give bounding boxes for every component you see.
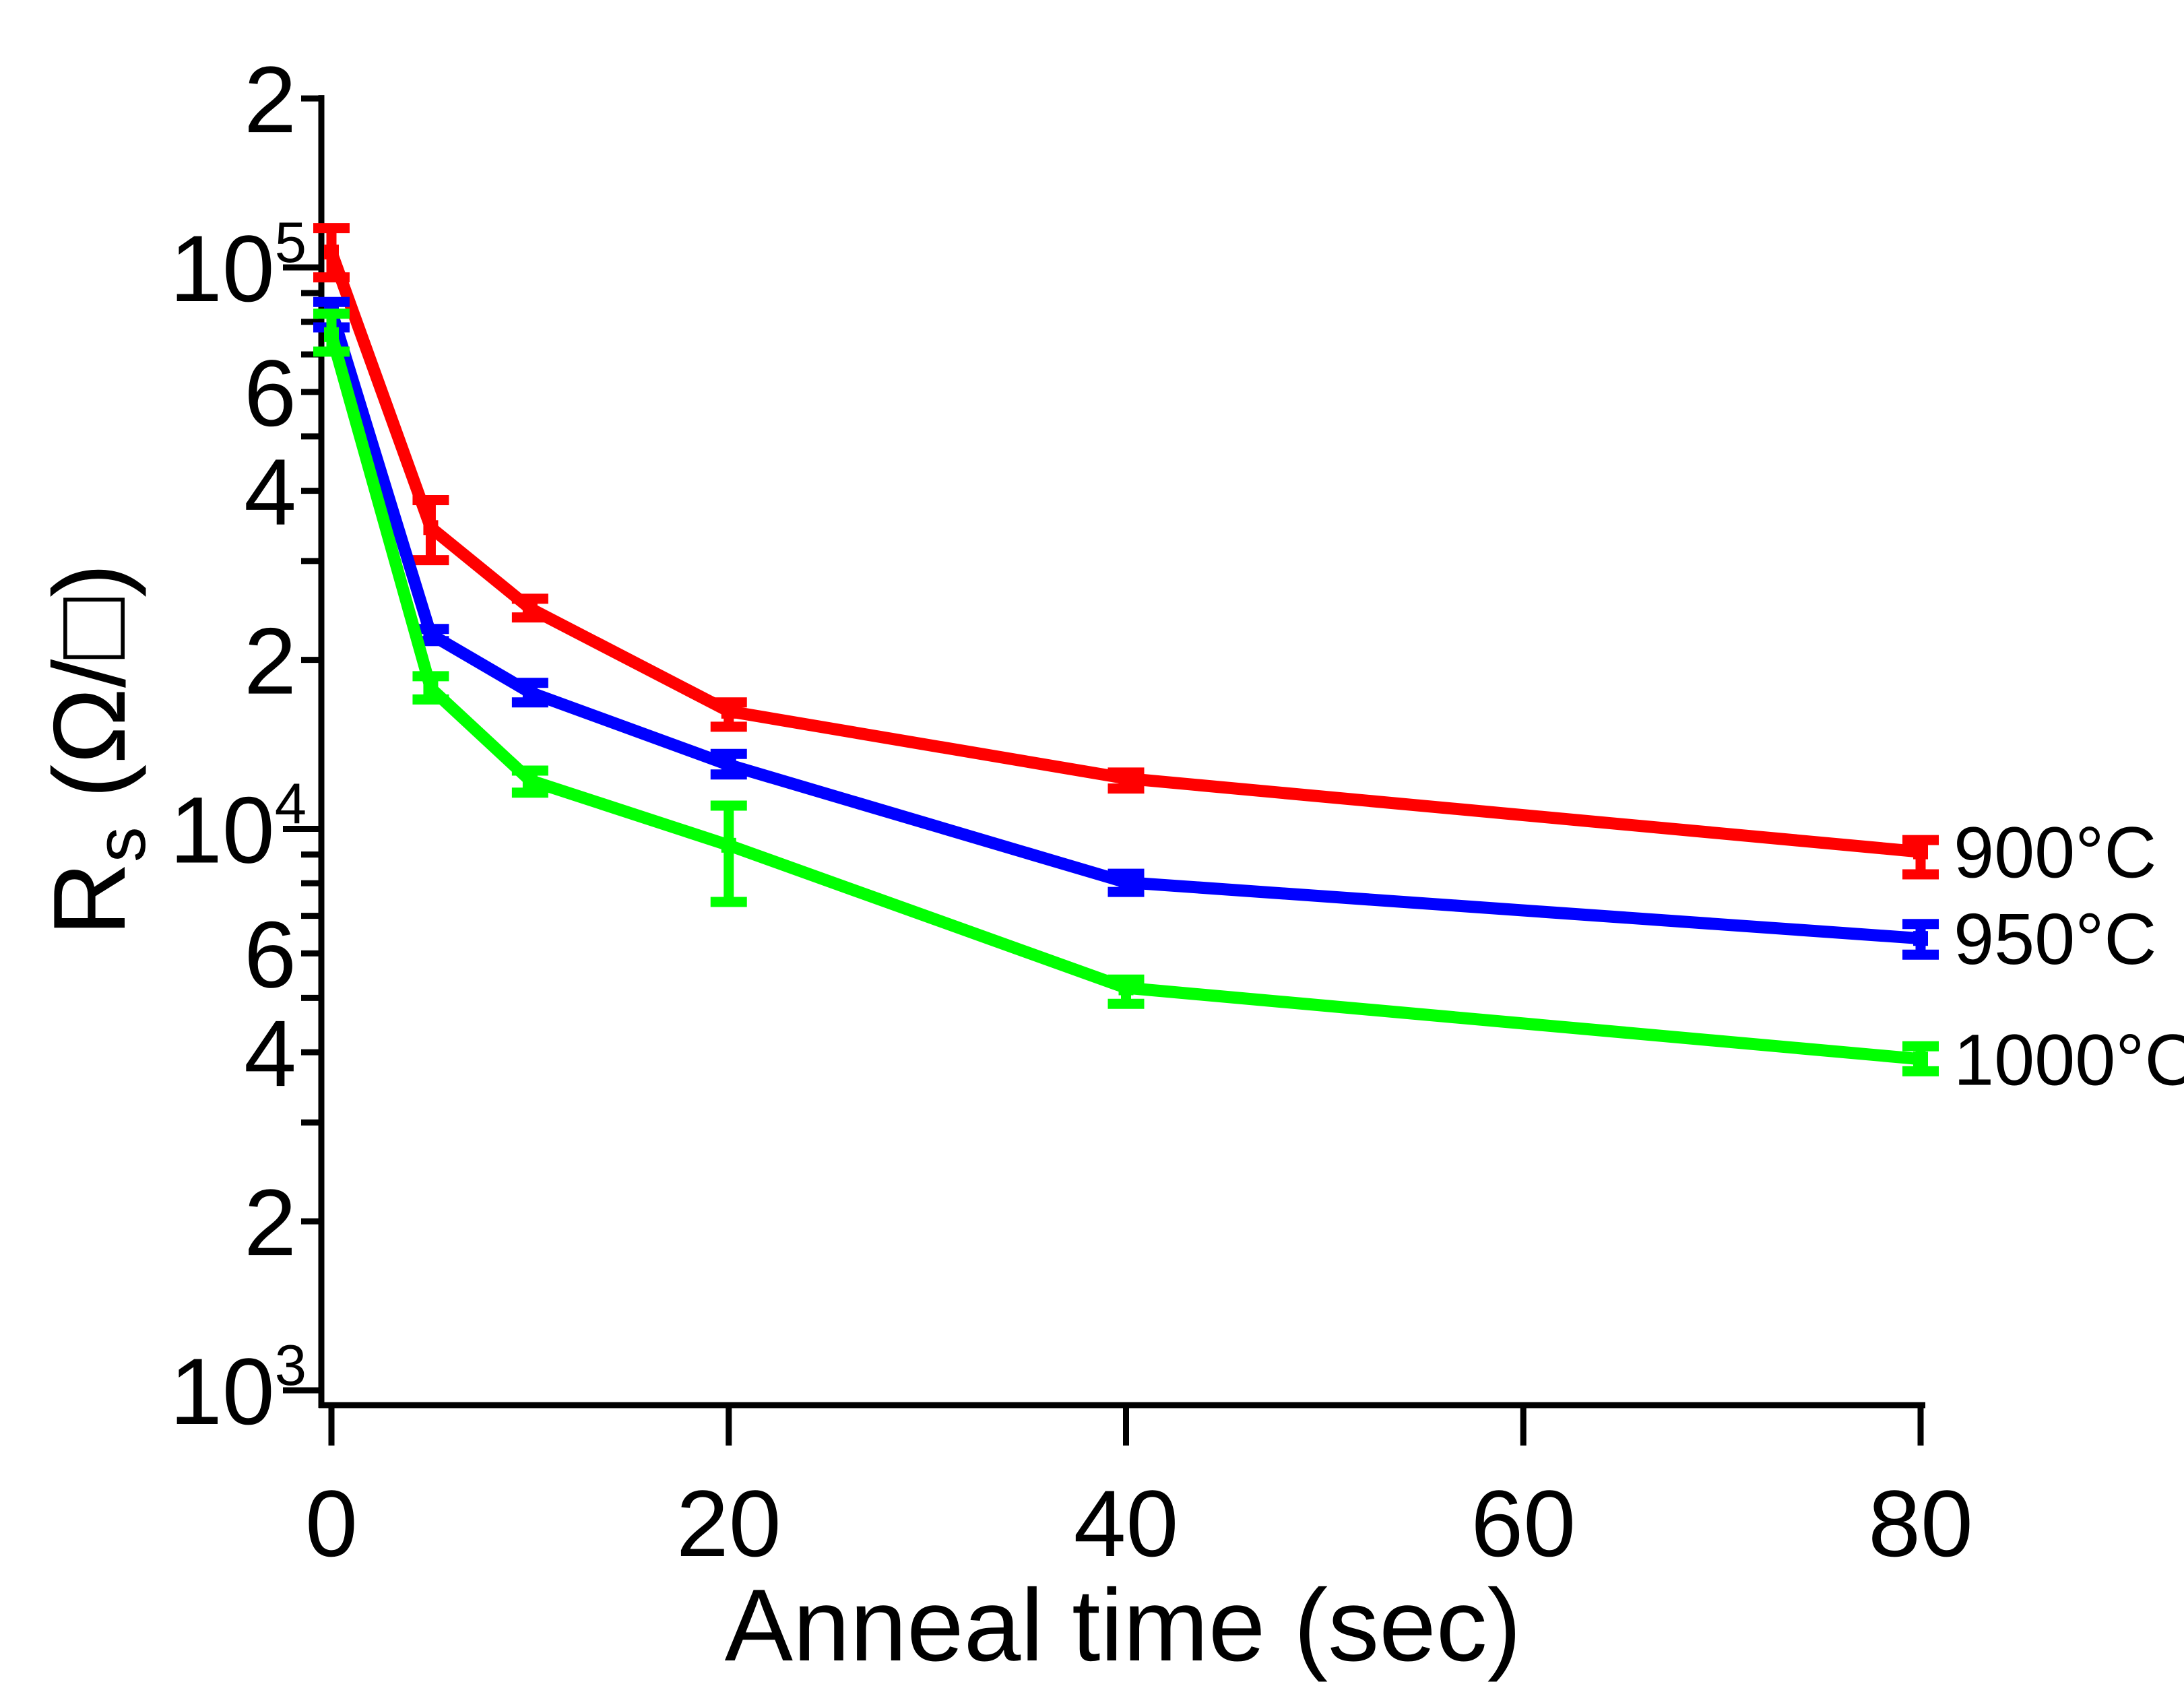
legend-label-950°C: 950°C: [1954, 898, 2156, 979]
y-minor-tick-label: 6: [244, 340, 296, 446]
data-point-marker: [423, 680, 439, 696]
data-point-marker: [721, 757, 736, 773]
y-minor-tick-label: 2: [244, 1169, 296, 1275]
x-tick-label: 60: [1471, 1470, 1576, 1576]
data-point-marker: [423, 520, 439, 536]
y-major-tick-label: 105: [170, 211, 307, 321]
data-point-marker: [1913, 844, 1928, 860]
data-point-marker: [721, 703, 736, 719]
data-point-marker: [721, 837, 736, 853]
y-major-tick-label: 104: [170, 773, 307, 883]
data-point-marker: [1118, 980, 1134, 996]
y-minor-tick-label: 2: [244, 608, 296, 714]
series-line-900°C: [325, 250, 1921, 858]
x-tick-label: 80: [1868, 1470, 1973, 1576]
legend-label-1000°C: 1000°C: [1954, 1018, 2184, 1100]
data-point-marker: [1118, 771, 1134, 786]
data-point-marker: [522, 773, 538, 788]
legend-label-900°C: 900°C: [1954, 812, 2156, 893]
series-line-950°C: [325, 309, 1921, 945]
y-minor-tick-label: 2: [244, 46, 296, 152]
data-point-marker: [1118, 874, 1134, 890]
x-tick-label: 0: [305, 1470, 358, 1576]
series-line-1000°C: [325, 333, 1921, 1066]
x-axis-title: Anneal time (sec): [725, 1568, 1522, 1683]
x-tick-label: 40: [1074, 1470, 1179, 1576]
y-minor-tick-label: 4: [244, 439, 296, 545]
y-major-tick-label: 103: [170, 1334, 307, 1444]
data-point-marker: [1913, 1051, 1928, 1067]
x-tick-label: 20: [676, 1470, 781, 1576]
y-axis-title: Rs (Ω/□): [32, 563, 160, 936]
data-point-marker: [522, 684, 538, 700]
data-point-marker: [1913, 931, 1928, 946]
y-minor-tick-label: 4: [244, 1000, 296, 1106]
data-point-marker: [423, 626, 439, 642]
data-point-marker: [324, 245, 339, 260]
y-minor-tick-label: 6: [244, 901, 296, 1007]
data-point-marker: [324, 327, 339, 342]
data-point-marker: [522, 601, 538, 616]
